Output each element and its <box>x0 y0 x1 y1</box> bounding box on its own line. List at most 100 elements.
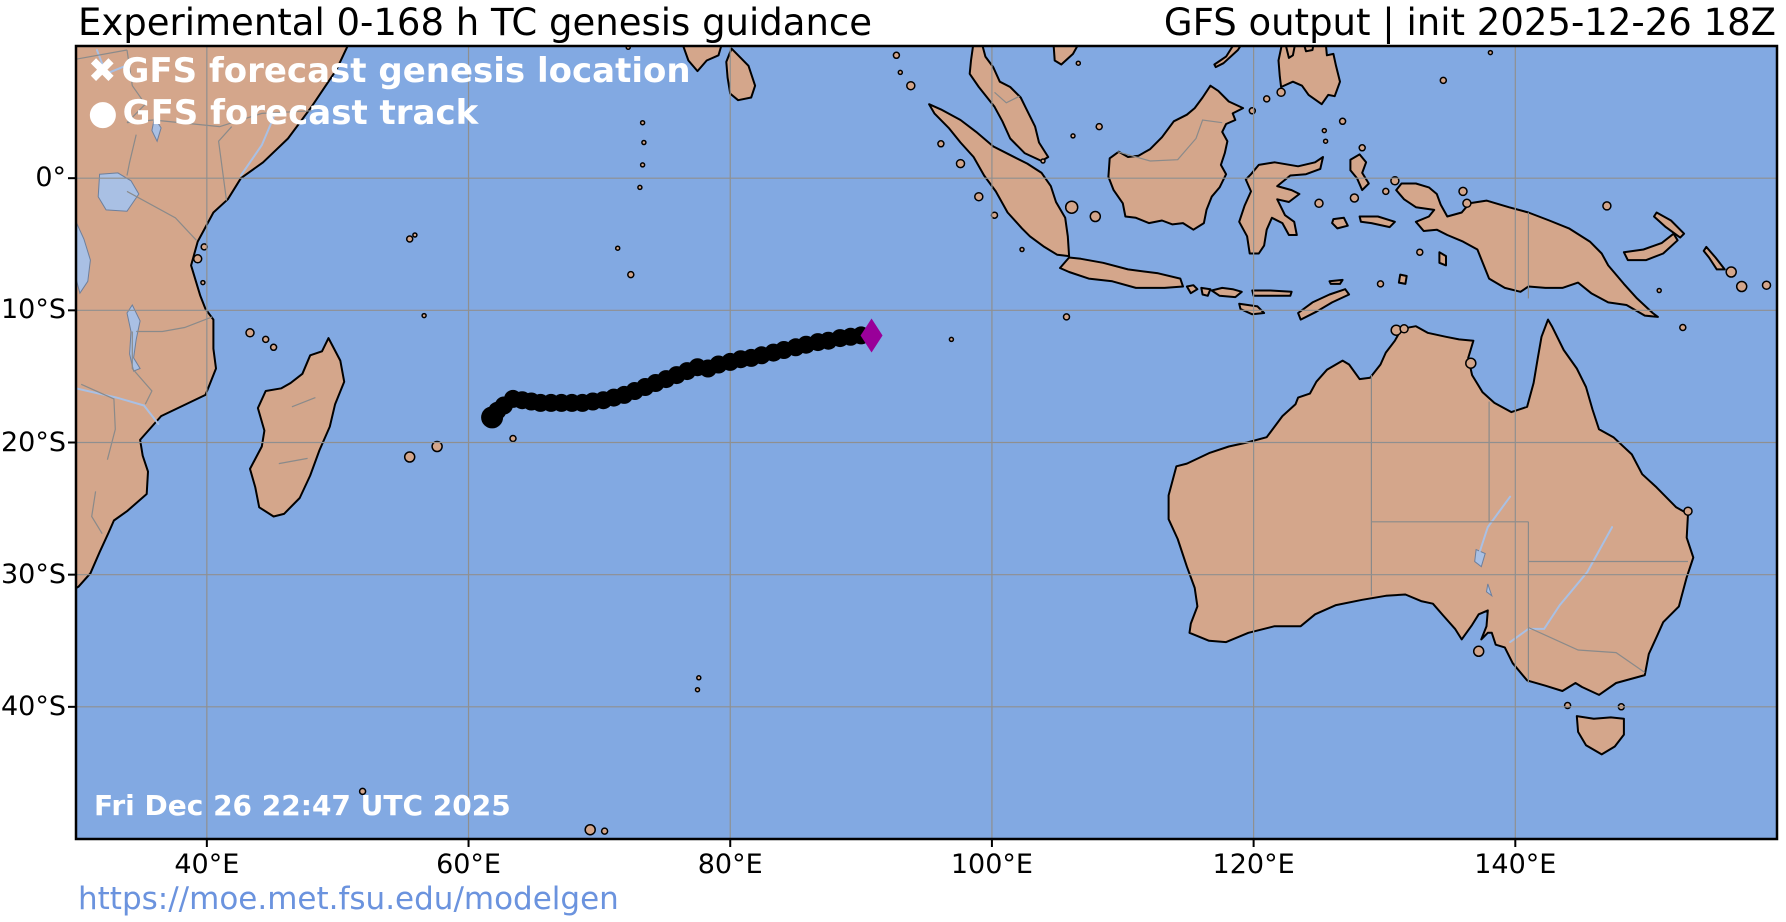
source-url-link[interactable]: https://moe.met.fsu.edu/modelgen <box>78 881 619 917</box>
landmass-sumatra <box>928 103 1071 258</box>
islet <box>1399 324 1409 334</box>
landmass-buru <box>1331 216 1349 230</box>
islet <box>200 279 206 286</box>
admin-border <box>91 491 103 535</box>
islet <box>1735 280 1748 293</box>
islet <box>937 140 945 148</box>
landmass-bali <box>1185 284 1199 295</box>
river <box>239 116 275 177</box>
landmass-bohol <box>1303 46 1315 53</box>
islet <box>1725 266 1737 278</box>
islet <box>639 119 646 126</box>
landmass-sri-lanka <box>725 47 757 102</box>
legend-track-row: ● GFS forecast track <box>88 92 691 134</box>
islet <box>1321 127 1328 134</box>
islet <box>906 80 916 91</box>
y-axis-label: 10°S <box>1 294 66 326</box>
landmass-ceram <box>1358 215 1396 229</box>
islet <box>403 451 416 463</box>
landmass-new-britain <box>1622 232 1679 262</box>
islet <box>358 787 367 796</box>
islet <box>421 312 427 319</box>
islet <box>1276 87 1286 98</box>
admin-border <box>126 134 137 176</box>
track-point <box>481 406 504 429</box>
track-dot-icon: ● <box>88 93 118 133</box>
islet <box>694 686 701 693</box>
islet <box>1472 645 1485 658</box>
islet <box>639 162 646 168</box>
x-axis-label: 100°E <box>950 849 1033 880</box>
islet <box>1248 107 1257 115</box>
islet <box>1465 357 1477 369</box>
islet <box>948 336 955 343</box>
islet <box>1462 198 1472 209</box>
islet <box>509 434 517 443</box>
y-axis-label: 0° <box>35 162 66 194</box>
landmass-madagascar <box>249 337 346 518</box>
admin-border <box>278 457 308 465</box>
landmass-south-india <box>682 46 723 73</box>
legend-genesis-label: GFS forecast genesis location <box>121 51 691 91</box>
landmass-tanimbar <box>1397 273 1408 285</box>
islet <box>584 823 596 836</box>
islet <box>1338 117 1347 126</box>
genesis-x-icon: ✖ <box>88 51 117 91</box>
landmass-mekong-delta <box>1052 46 1079 66</box>
admin-border <box>217 126 233 201</box>
islet <box>1439 76 1448 85</box>
river <box>95 49 127 76</box>
timestamp: Fri Dec 26 22:47 UTC 2025 <box>94 789 511 822</box>
x-axis-label: 40°E <box>174 849 240 880</box>
islet <box>1349 193 1360 203</box>
islet <box>1095 122 1103 131</box>
islet <box>1382 187 1390 196</box>
islet <box>192 254 203 264</box>
landmass-java <box>1059 256 1184 289</box>
river <box>76 387 160 425</box>
river <box>1479 495 1512 552</box>
x-axis-label: 120°E <box>1212 849 1295 880</box>
landmass-negros <box>1284 46 1296 59</box>
lake <box>151 116 162 143</box>
islet <box>1376 280 1385 288</box>
islet <box>892 51 901 60</box>
islet <box>1656 287 1662 294</box>
landmass-sumba <box>1238 302 1266 316</box>
islet <box>627 270 635 279</box>
lake <box>1474 548 1486 568</box>
legend-genesis-row: ✖ GFS forecast genesis location <box>88 50 691 92</box>
legend-track-label: GFS forecast track <box>122 93 479 133</box>
islet <box>1064 200 1079 214</box>
islet <box>1390 176 1400 186</box>
islet <box>696 675 702 681</box>
islet <box>1563 701 1572 710</box>
x-axis-label: 60°E <box>436 849 501 880</box>
landmass-lombok <box>1200 286 1212 297</box>
landmass-borneo <box>1107 84 1245 231</box>
admin-border <box>219 110 312 128</box>
islet <box>405 235 414 243</box>
islet <box>637 184 643 191</box>
admin-border <box>126 49 147 124</box>
y-axis-label: 40°S <box>1 690 66 722</box>
landmass-africa <box>76 46 349 590</box>
admin-border <box>136 316 213 333</box>
model-init-info: GFS output | init 2025-12-26 18Z <box>1163 1 1776 44</box>
islet <box>269 343 278 352</box>
lake <box>1485 583 1493 598</box>
landmass-sulawesi <box>1238 156 1324 255</box>
islet <box>261 335 270 344</box>
admin-border <box>1117 119 1223 162</box>
landmass-sumbawa <box>1210 286 1243 299</box>
lake <box>97 172 140 212</box>
islet <box>1416 248 1424 256</box>
landmass-halmahera <box>1349 153 1370 192</box>
islet <box>412 232 418 238</box>
x-axis-label: 80°E <box>697 849 763 880</box>
legend: ✖ GFS forecast genesis location ● GFS fo… <box>88 50 691 134</box>
islet <box>1322 138 1329 144</box>
admin-border <box>131 331 153 405</box>
